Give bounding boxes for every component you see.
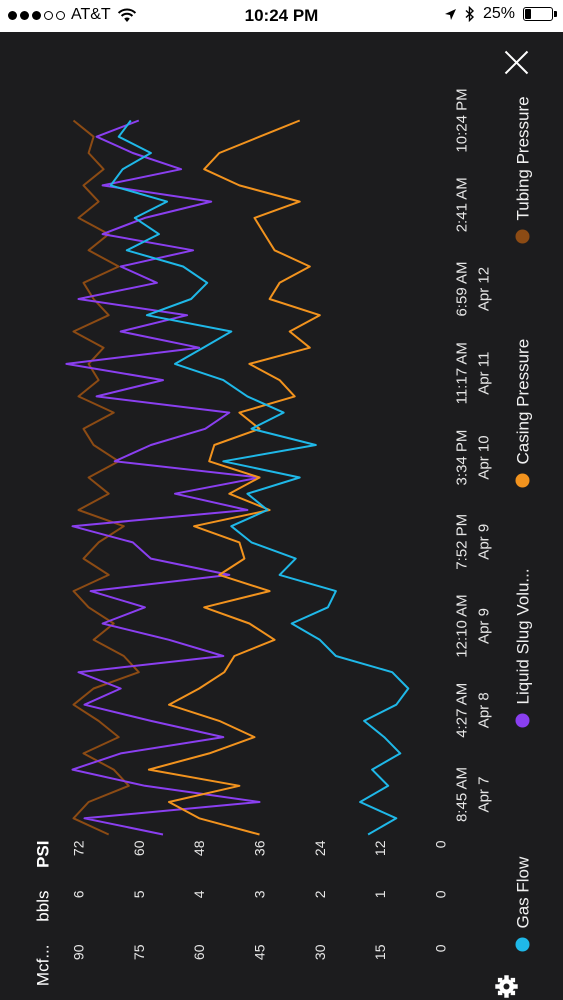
x-tick-date: Apr 7 [475,776,492,812]
y-tick-label-liquid-slug: 5 [130,890,146,898]
battery-percent: 25% [483,5,515,23]
y-tick-label-liquid-slug: 2 [311,890,327,898]
chart-rotated-container: 0 15 30 45 60 75 90 Mcf... 0 1 2 3 4 5 6 bbls 0 12 24 36 48 6… [0,32,563,1000]
x-tick-time: 3:34 PM [453,429,470,485]
series-line-tubing-pressure [73,120,138,834]
y-tick-label-pressure: 72 [70,840,86,856]
y-tick-label-pressure: 0 [432,840,448,848]
x-tick-date: Apr 9 [475,608,492,644]
x-tick-time: 11:17 AM [453,342,470,404]
y-tick-label-gas-flow: 60 [191,944,207,960]
legend-swatch [515,713,529,727]
legend-label: Liquid Slug Volu... [513,568,532,704]
y-tick-label-liquid-slug: 4 [191,890,207,898]
x-tick-date: Apr 12 [475,266,492,310]
y-tick-label-liquid-slug: 0 [432,890,448,898]
line-chart: 0153045607590Mcf...0123456bbls0122436486… [0,32,563,1000]
y-tick-label-liquid-slug: 6 [70,890,86,898]
status-bar: AT&T 10:24 PM 25% [0,0,563,32]
y-tick-label-liquid-slug: 3 [251,890,267,898]
legend-label: Casing Pressure [513,338,532,464]
x-tick-date: Apr 10 [475,435,492,479]
legend-swatch [515,229,529,243]
x-tick-time: 7:52 PM [453,513,470,569]
x-tick-time: 2:41 AM [453,177,470,232]
x-tick-time: 4:27 AM [453,682,470,737]
y-tick-label-gas-flow: 90 [70,944,86,960]
y-tick-label-pressure: 24 [311,840,327,856]
y-tick-label-gas-flow: 75 [130,944,146,960]
chart-area: 0 15 30 45 60 75 90 Mcf... 0 1 2 3 4 5 6 bbls 0 12 24 36 48 6… [0,32,563,1000]
y-axis-unit-gas-flow: Mcf... [33,944,52,986]
legend-swatch [515,937,529,951]
y-tick-label-gas-flow: 45 [251,944,267,960]
x-tick-time: 6:59 AM [453,261,470,316]
y-tick-label-pressure: 36 [251,840,267,856]
legend-swatch [515,473,529,487]
x-tick-date: Apr 9 [475,523,492,559]
bluetooth-icon [465,6,475,22]
y-tick-label-gas-flow: 0 [432,944,448,952]
y-axis-unit-pressure: PSI [33,840,52,867]
x-tick-time: 8:45 AM [453,766,470,821]
y-tick-label-liquid-slug: 1 [372,890,388,898]
y-tick-label-gas-flow: 30 [311,944,327,960]
x-tick-time: 10:24 PM [453,88,470,152]
x-tick-time: 12:10 AM [453,594,470,657]
legend-label: Tubing Pressure [513,96,532,220]
y-tick-label-gas-flow: 15 [372,944,388,960]
battery-icon [523,7,553,21]
y-tick-label-pressure: 12 [372,840,388,856]
legend-label: Gas Flow [513,855,532,928]
y-axis-unit-liquid-slug: bbls [33,890,52,921]
x-tick-date: Apr 11 [475,351,492,394]
y-tick-label-pressure: 60 [130,840,146,856]
y-tick-label-pressure: 48 [191,840,207,856]
x-tick-date: Apr 8 [475,692,492,728]
status-right: 25% [444,5,553,23]
location-arrow-icon [444,8,457,21]
